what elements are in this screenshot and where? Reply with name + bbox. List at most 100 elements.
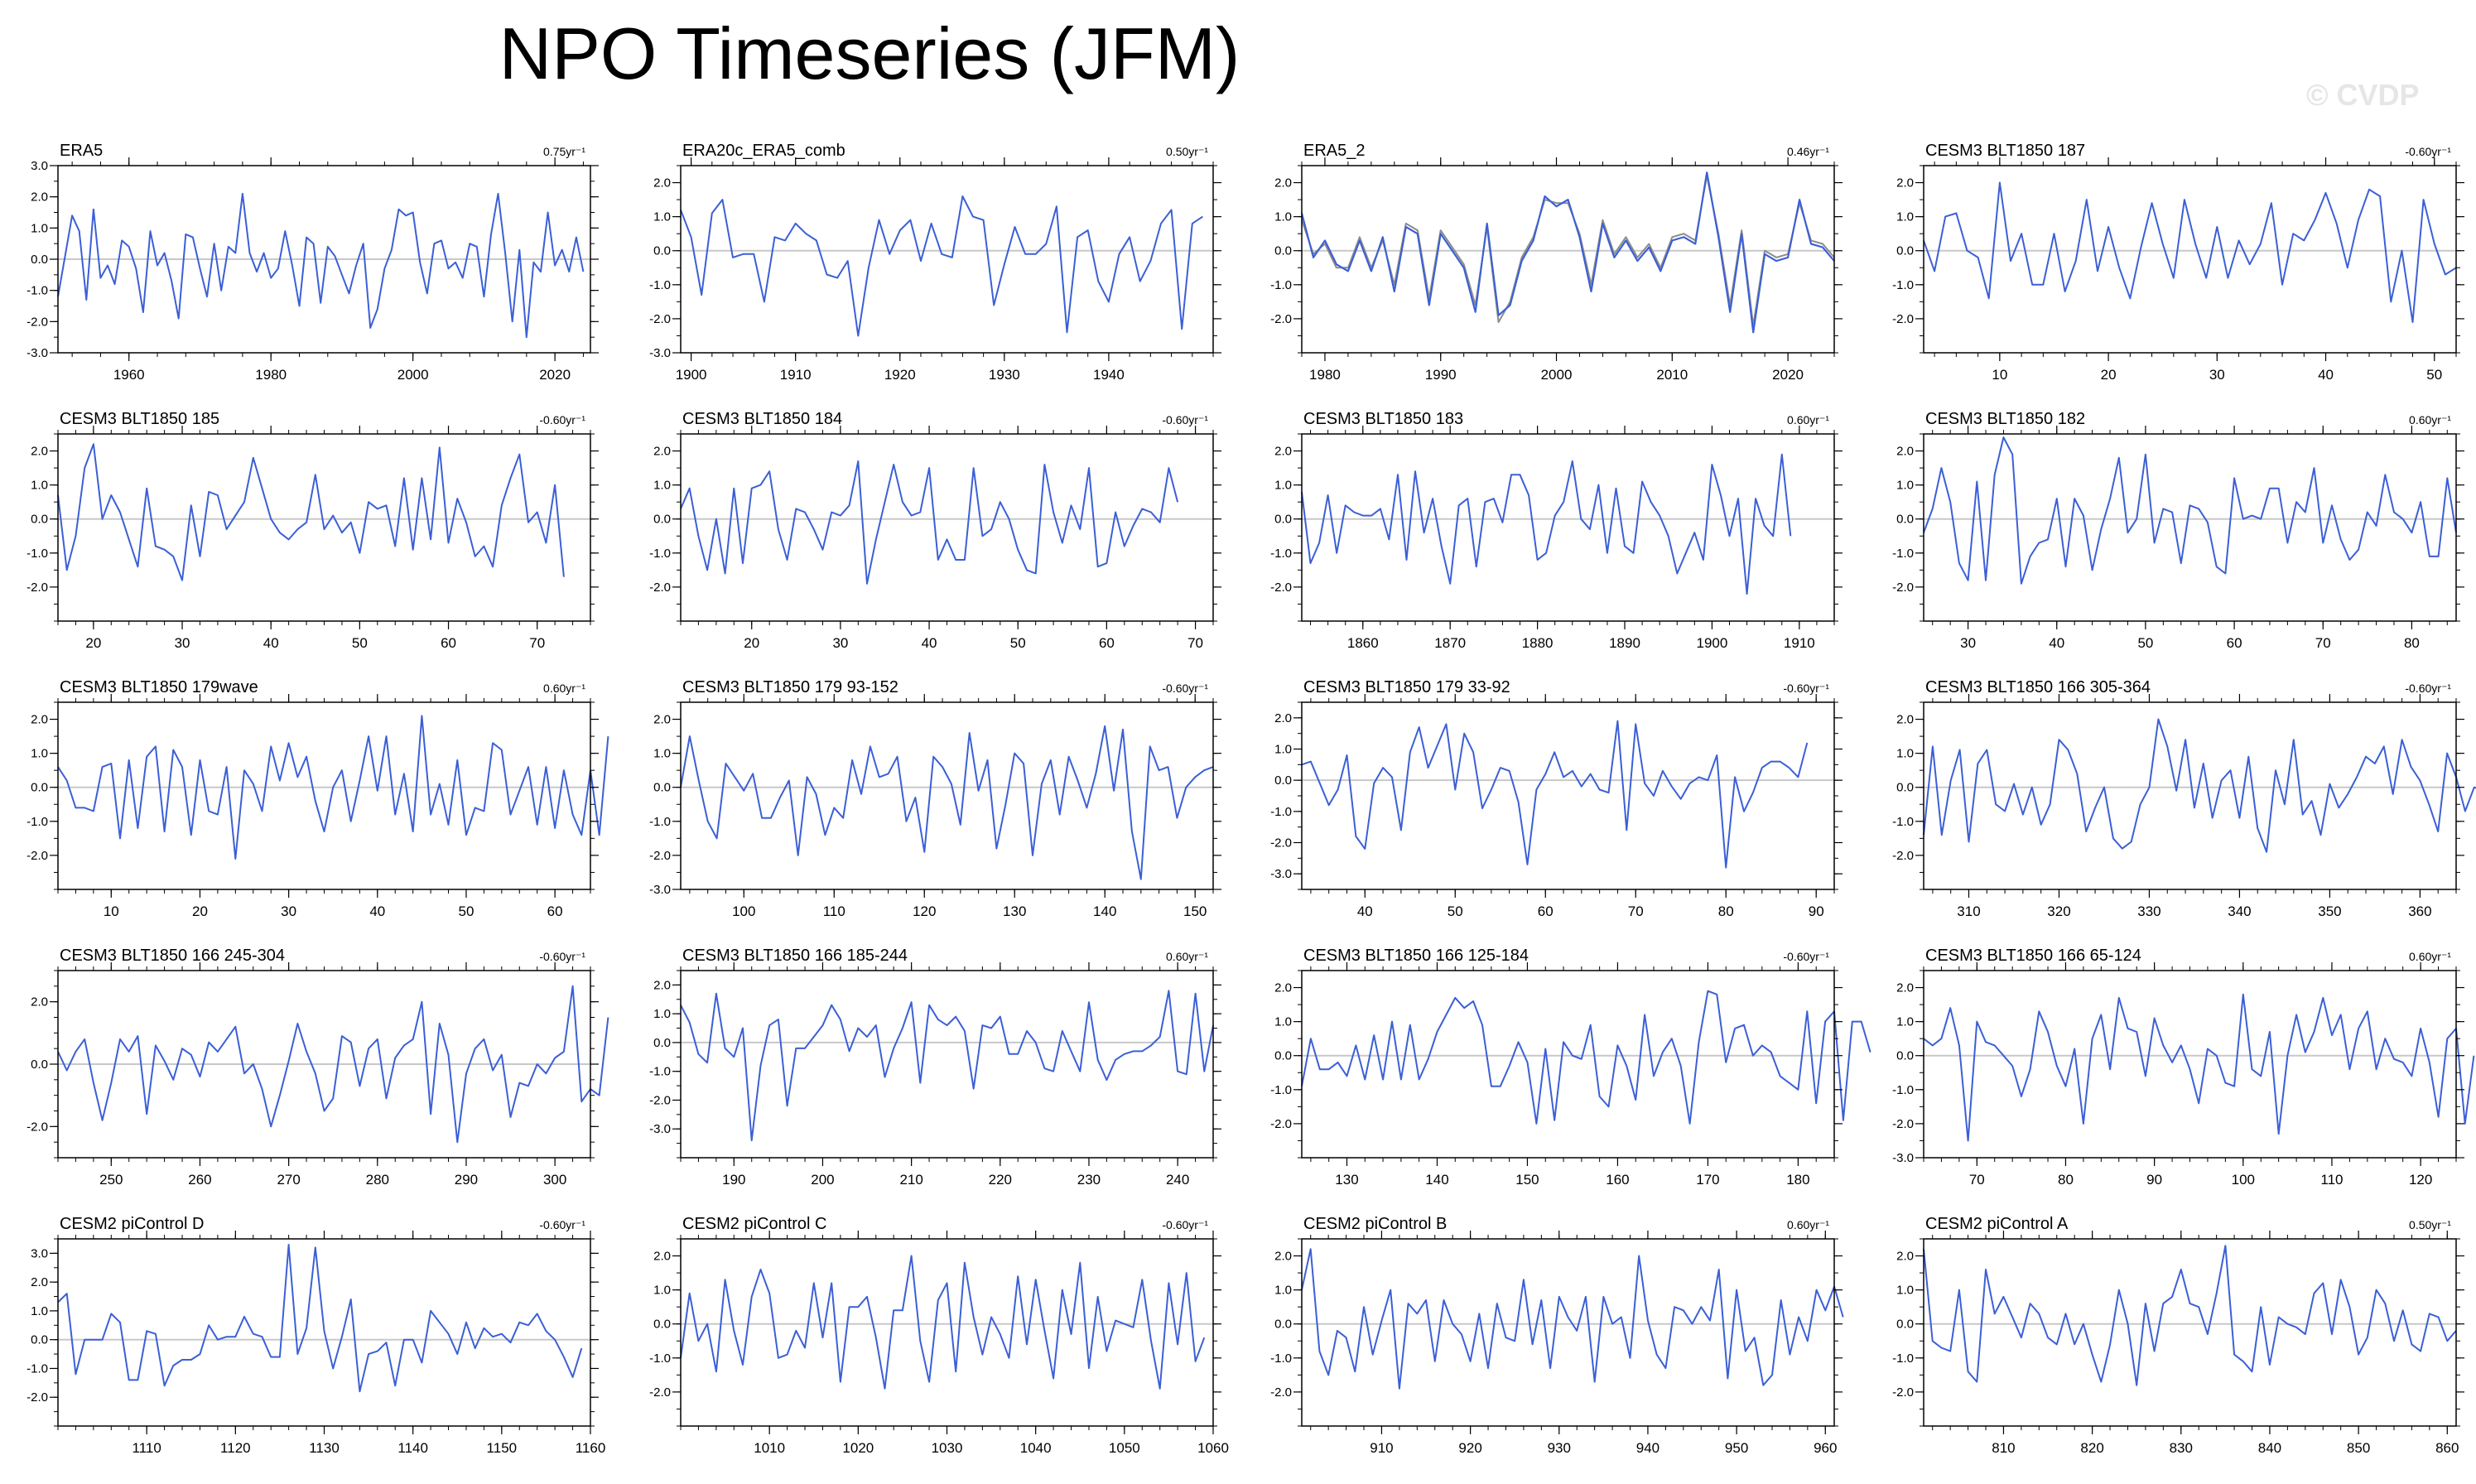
ytick-label: -1.0 — [649, 278, 671, 292]
panel-title: ERA5 — [60, 142, 103, 160]
ytick-label: 3.0 — [31, 1246, 48, 1260]
xtick-label: 1120 — [220, 1440, 251, 1456]
xtick-label: 1060 — [1197, 1440, 1229, 1456]
ytick-label: -1.0 — [649, 1352, 671, 1366]
panel-title: CESM3 BLT1850 184 — [682, 410, 842, 428]
series-line — [680, 460, 1179, 585]
ytick-label: -2.0 — [1892, 1117, 1914, 1131]
xtick-label: 30 — [1960, 635, 1976, 651]
xtick-label: 80 — [1718, 903, 1734, 919]
xtick-label: 280 — [366, 1172, 389, 1188]
xtick-label: 2010 — [1656, 367, 1688, 383]
ytick-label: 1.0 — [653, 1284, 671, 1298]
xtick-label: 1910 — [1784, 635, 1815, 651]
ytick-label: 1.0 — [31, 221, 48, 235]
ytick-label: 1.0 — [1274, 1284, 1292, 1298]
xtick-label: 360 — [2408, 903, 2431, 919]
panel-6: CESM3 BLT1850 184 -0.60yr⁻¹ -2.0 -1.0 0.0 1.0… — [649, 410, 1221, 651]
xtick-label: 860 — [2435, 1440, 2459, 1456]
panel-5: CESM3 BLT1850 185 -0.60yr⁻¹ -2.0 -1.0 0.0 1.0… — [26, 410, 599, 651]
ytick-label: 2.0 — [653, 1250, 671, 1264]
xtick-label: 330 — [2137, 903, 2160, 919]
xtick-label: 1940 — [1093, 367, 1125, 383]
panel-title: CESM2 piControl B — [1303, 1215, 1447, 1233]
xtick-label: 180 — [1786, 1172, 1809, 1188]
series-line — [57, 192, 585, 339]
ytick-label: -1.0 — [1892, 815, 1914, 829]
panel-title: CESM3 BLT1850 185 — [60, 410, 219, 428]
ytick-label: -1.0 — [1270, 805, 1292, 819]
ytick-label: -1.0 — [1892, 1083, 1914, 1097]
panel-trend: -0.60yr⁻¹ — [1783, 950, 1829, 963]
ytick-label: 0.0 — [31, 781, 48, 795]
xtick-label: 1900 — [1697, 635, 1728, 651]
xtick-label: 1110 — [132, 1440, 161, 1456]
xtick-label: 840 — [2258, 1440, 2281, 1456]
panel-title: ERA5_2 — [1303, 142, 1366, 160]
panel-title: CESM3 BLT1850 179 33-92 — [1303, 678, 1510, 696]
ytick-label: 2.0 — [1896, 176, 1914, 190]
xtick-label: 50 — [2426, 367, 2442, 383]
xtick-label: 100 — [2232, 1172, 2255, 1188]
panel-title: CESM3 BLT1850 166 245-304 — [60, 947, 285, 965]
xtick-label: 1960 — [113, 367, 145, 383]
series-line — [57, 1244, 583, 1393]
ytick-label: -1.0 — [649, 815, 671, 829]
ytick-label: 1.0 — [653, 479, 671, 493]
panel-title: CESM3 BLT1850 182 — [1925, 410, 2085, 428]
ytick-label: -3.0 — [649, 1122, 671, 1136]
ytick-label: 0.0 — [1896, 1318, 1914, 1332]
panel-trend: 0.60yr⁻¹ — [543, 682, 585, 695]
panel-frame — [1301, 433, 1835, 622]
ytick-label: 2.0 — [1896, 981, 1914, 995]
xtick-label: 270 — [277, 1172, 300, 1188]
panel-7: CESM3 BLT1850 183 0.60yr⁻¹ -2.0 -1.0 0.0 1.0 2… — [1270, 410, 1843, 651]
ytick-label: 2.0 — [31, 713, 48, 727]
xtick-label: 20 — [744, 635, 759, 651]
ytick-label: -2.0 — [1270, 1117, 1292, 1131]
xtick-label: 1880 — [1522, 635, 1554, 651]
ytick-label: 0.0 — [31, 1058, 48, 1072]
ytick-label: -1.0 — [1270, 547, 1292, 561]
xtick-label: 30 — [281, 903, 296, 919]
xtick-label: 90 — [2146, 1172, 2162, 1188]
xtick-label: 1930 — [989, 367, 1020, 383]
xtick-label: 930 — [1548, 1440, 1571, 1456]
ytick-label: -2.0 — [649, 312, 671, 326]
ytick-label: 0.0 — [1896, 781, 1914, 795]
xtick-label: 130 — [1003, 903, 1026, 919]
xtick-label: 60 — [1099, 635, 1115, 651]
panel-frame — [57, 701, 591, 890]
ytick-label: 2.0 — [31, 190, 48, 205]
ytick-label: 2.0 — [1274, 1250, 1292, 1264]
panel-title: CESM3 BLT1850 179wave — [60, 678, 258, 696]
xtick-label: 90 — [1809, 903, 1824, 919]
ytick-label: -3.0 — [649, 883, 671, 897]
xtick-label: 70 — [1187, 635, 1203, 651]
series-line — [1301, 171, 1835, 334]
xtick-label: 110 — [2320, 1172, 2343, 1188]
xtick-label: 190 — [722, 1172, 745, 1188]
xtick-label: 950 — [1725, 1440, 1748, 1456]
xtick-label: 40 — [2049, 635, 2064, 651]
xtick-label: 960 — [1814, 1440, 1837, 1456]
xtick-label: 1920 — [884, 367, 916, 383]
xtick-label: 210 — [899, 1172, 922, 1188]
ytick-label: 0.0 — [31, 1333, 48, 1347]
xtick-label: 140 — [1093, 903, 1116, 919]
xtick-label: 1980 — [1309, 367, 1341, 383]
xtick-label: 30 — [2209, 367, 2225, 383]
series-line — [1301, 720, 1809, 869]
panel-16: CESM3 BLT1850 166 65-124 0.60yr⁻¹ -3.0 -2.0… — [1892, 947, 2475, 1188]
xtick-label: 70 — [2315, 635, 2331, 651]
ytick-label: 2.0 — [1274, 711, 1292, 725]
ytick-label: -2.0 — [1270, 312, 1292, 326]
ytick-label: 2.0 — [653, 978, 671, 992]
panel-trend: -0.60yr⁻¹ — [2405, 682, 2451, 695]
xtick-label: 60 — [441, 635, 456, 651]
panel-title: ERA20c_ERA5_comb — [682, 142, 845, 160]
panel-14: CESM3 BLT1850 166 185-244 0.60yr⁻¹ -3.0 -2.… — [649, 947, 1221, 1188]
ytick-label: -2.0 — [26, 849, 48, 863]
xtick-label: 200 — [811, 1172, 834, 1188]
panel-trend: -0.60yr⁻¹ — [539, 413, 585, 426]
